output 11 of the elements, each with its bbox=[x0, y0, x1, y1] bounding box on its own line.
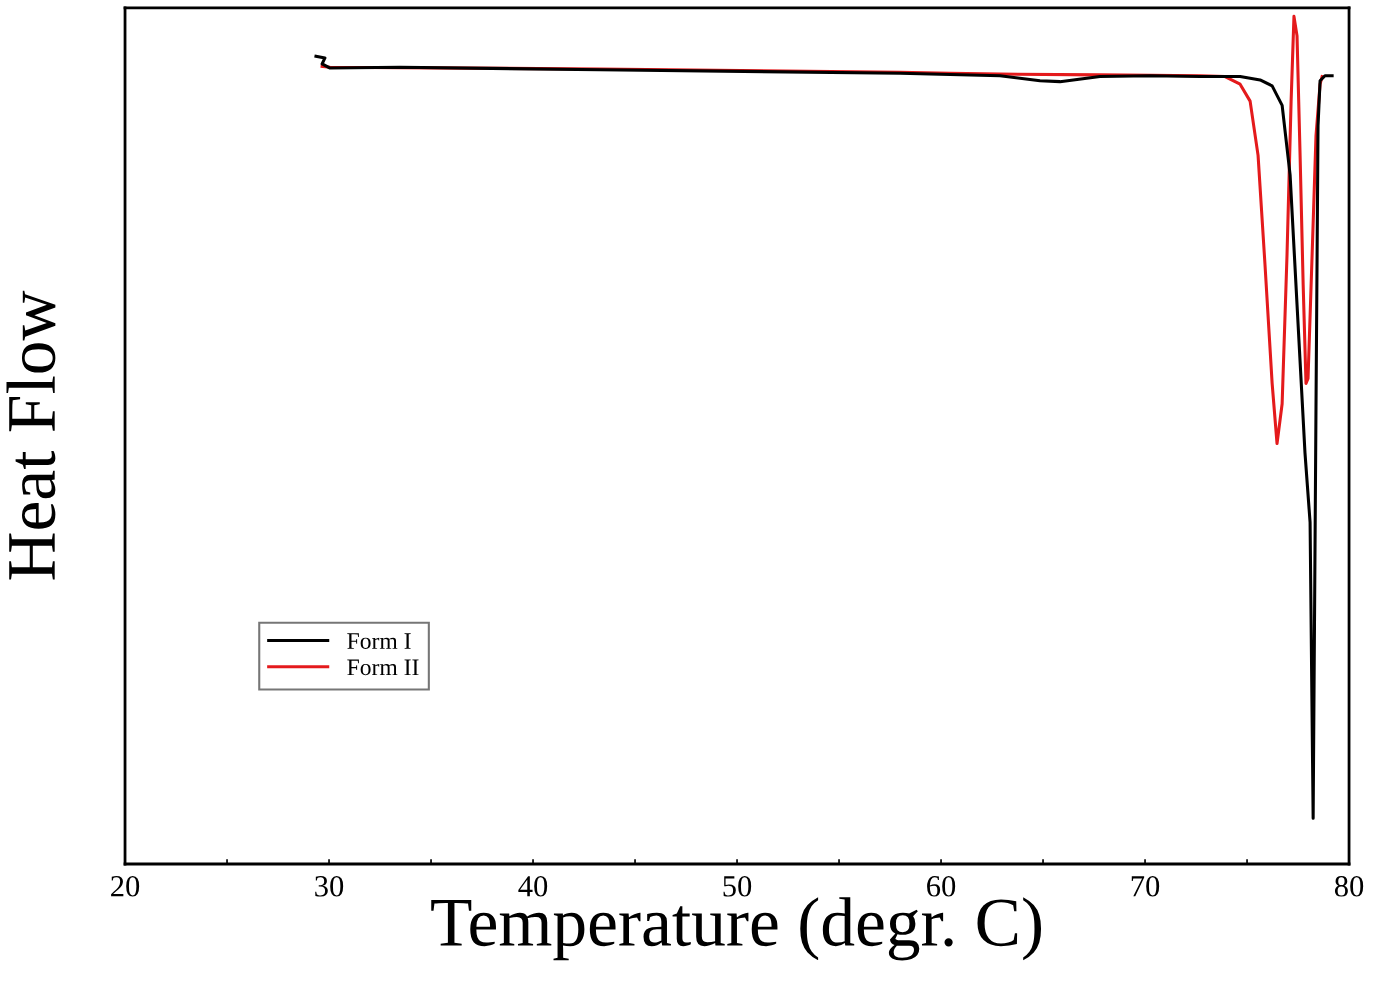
x-tick-label: 70 bbox=[1131, 876, 1160, 897]
legend-label: Form I bbox=[347, 633, 411, 650]
x-tick-label: 30 bbox=[315, 876, 344, 897]
x-axis-title: Temperature (degr. C) bbox=[431, 897, 1042, 961]
x-tick-label: 50 bbox=[723, 876, 752, 897]
x-tick-label: 60 bbox=[927, 876, 956, 897]
x-tick-label: 80 bbox=[1334, 876, 1364, 897]
legend-label: Form II bbox=[347, 659, 419, 676]
x-tick-label: 20 bbox=[111, 876, 140, 897]
y-axis-title: Heat Flow bbox=[6, 290, 56, 580]
x-tick-label: 40 bbox=[518, 876, 548, 897]
